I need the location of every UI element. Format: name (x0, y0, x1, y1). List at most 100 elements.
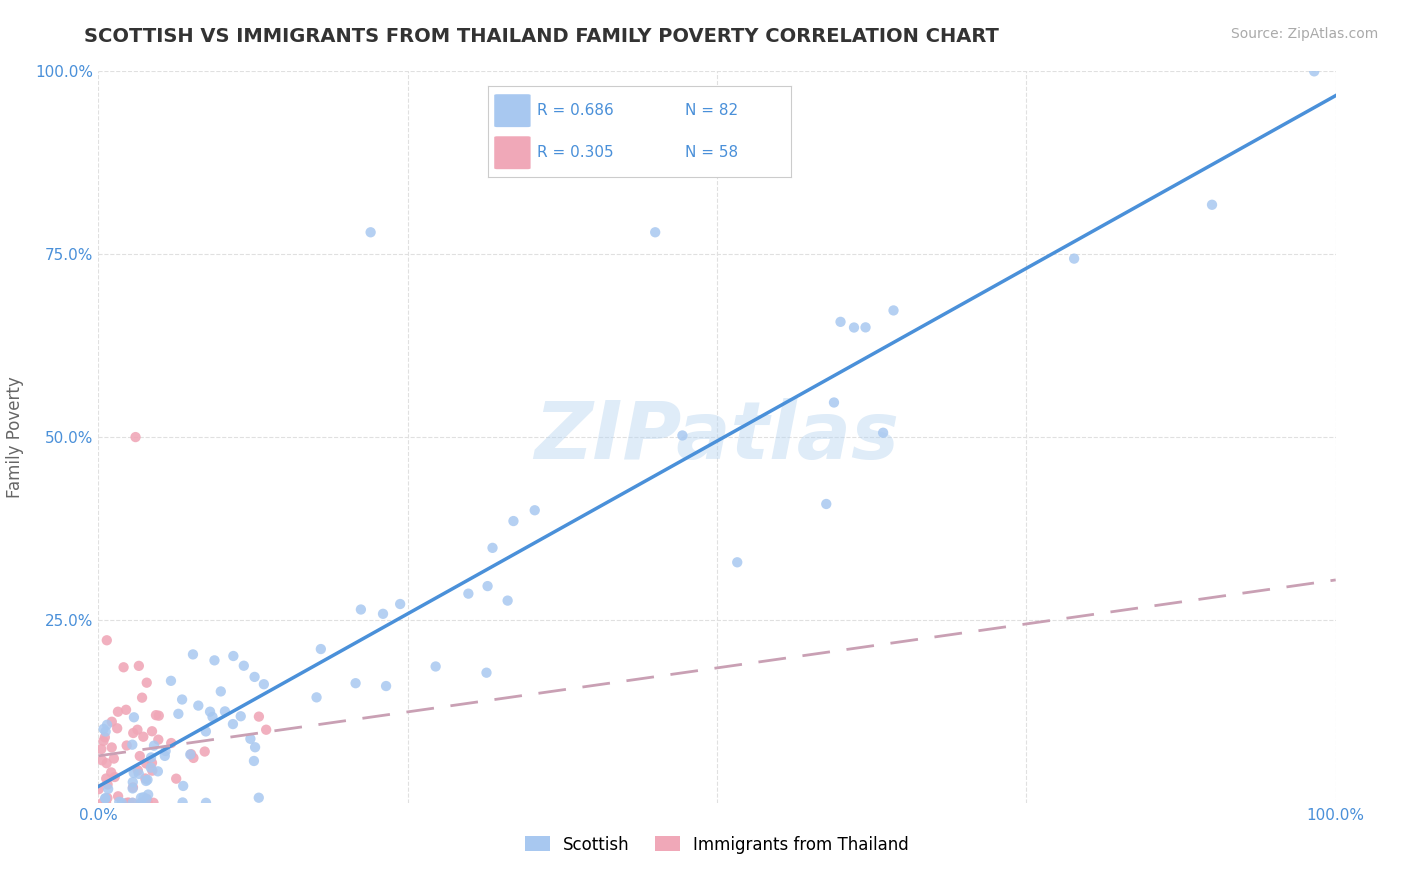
Point (232, 658, 254, 673)
Point (91, 796, 114, 810)
Point (122, 726, 145, 740)
Point (882, 303, 904, 318)
Point (96, 791, 118, 805)
Point (105, 721, 128, 735)
Point (107, 705, 129, 719)
Point (121, 796, 143, 810)
Point (160, 736, 183, 750)
Point (165, 772, 187, 786)
Point (155, 744, 177, 758)
Point (243, 670, 266, 684)
Point (214, 705, 236, 719)
Point (172, 779, 194, 793)
Point (141, 764, 163, 778)
Point (172, 796, 194, 810)
Point (183, 751, 205, 765)
Point (96, 633, 118, 648)
Point (153, 748, 176, 763)
Point (121, 796, 143, 810)
Point (180, 747, 202, 761)
Point (141, 724, 163, 739)
Point (111, 796, 134, 810)
Point (823, 395, 845, 409)
Point (135, 774, 157, 789)
Point (389, 597, 412, 611)
Point (344, 676, 367, 690)
Point (135, 756, 157, 771)
Point (181, 648, 204, 662)
Point (87, 782, 110, 797)
Point (855, 320, 877, 334)
Point (229, 709, 252, 723)
Point (222, 648, 245, 663)
Point (360, 225, 382, 239)
Point (107, 789, 129, 804)
Point (195, 796, 218, 810)
Point (93, 734, 115, 748)
Point (135, 675, 157, 690)
Point (179, 747, 201, 762)
Point (247, 709, 270, 723)
Point (129, 790, 152, 805)
Point (830, 315, 852, 329)
Point (96, 772, 118, 786)
Legend: Scottish, Immigrants from Thailand: Scottish, Immigrants from Thailand (519, 829, 915, 860)
Point (139, 761, 162, 775)
Point (129, 796, 152, 810)
Point (104, 770, 127, 784)
Point (644, 225, 666, 239)
Point (132, 796, 155, 810)
Point (96, 756, 118, 771)
Point (94, 724, 117, 739)
Point (243, 754, 266, 768)
Point (131, 796, 153, 810)
Point (122, 710, 145, 724)
Point (194, 745, 217, 759)
Point (305, 690, 328, 705)
Point (160, 673, 183, 688)
Text: SCOTTISH VS IMMIGRANTS FROM THAILAND FAMILY POVERTY CORRELATION CHART: SCOTTISH VS IMMIGRANTS FROM THAILAND FAM… (84, 27, 1000, 45)
Text: ZIPatlas: ZIPatlas (534, 398, 900, 476)
Point (100, 740, 122, 755)
Point (97, 781, 120, 796)
Point (117, 796, 139, 810)
Point (148, 708, 170, 723)
Point (872, 425, 894, 440)
Point (122, 765, 145, 780)
Point (121, 781, 143, 796)
Point (475, 665, 498, 680)
Point (136, 796, 159, 810)
Point (243, 740, 266, 755)
Point (142, 796, 165, 810)
Point (127, 723, 149, 737)
Point (148, 732, 170, 747)
Point (101, 714, 124, 729)
Point (204, 653, 226, 667)
Point (135, 792, 157, 806)
Point (239, 731, 262, 746)
Point (128, 658, 150, 673)
Point (425, 659, 447, 673)
Point (375, 679, 398, 693)
Point (100, 765, 122, 780)
Point (127, 764, 149, 778)
Point (134, 772, 156, 786)
Point (103, 751, 125, 765)
Point (247, 790, 270, 805)
Point (94, 791, 117, 805)
Point (132, 790, 155, 805)
Point (201, 710, 224, 724)
Point (118, 796, 141, 810)
Point (94, 796, 117, 810)
Point (122, 780, 145, 795)
Point (139, 750, 162, 764)
Point (167, 706, 190, 721)
Point (93, 722, 115, 736)
Point (1063, 252, 1085, 266)
Point (90, 742, 112, 756)
Point (94, 731, 117, 745)
Point (253, 677, 276, 691)
Point (172, 692, 194, 706)
Point (146, 764, 169, 779)
Point (136, 772, 159, 787)
